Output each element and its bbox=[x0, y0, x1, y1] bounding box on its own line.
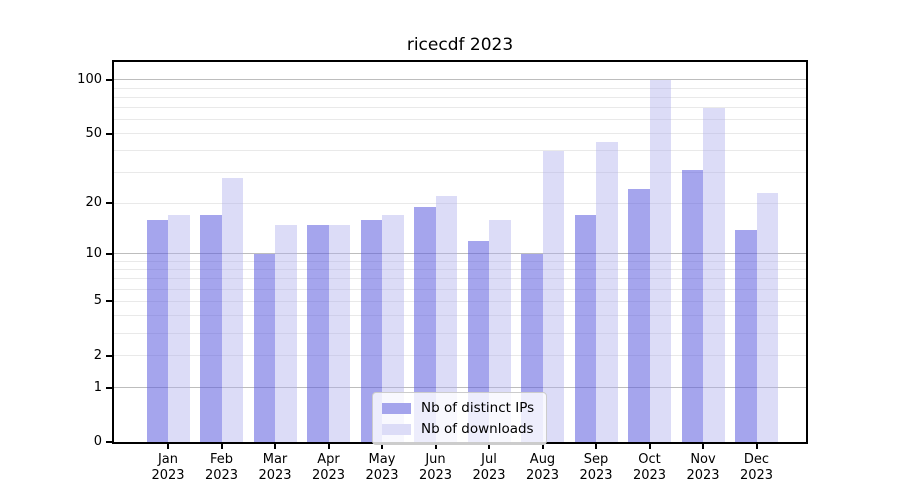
bar-may-nb-of-downloads bbox=[382, 215, 404, 442]
bar-jan-nb-of-downloads bbox=[168, 215, 190, 442]
y-tick-mark bbox=[106, 300, 112, 303]
bar-sep-nb-of-distinct-ips bbox=[574, 215, 596, 442]
major-gridline bbox=[114, 79, 806, 81]
y-tick-mark bbox=[106, 78, 112, 81]
minor-gridline bbox=[114, 278, 806, 280]
x-tick-label-feb: Feb 2023 bbox=[204, 452, 239, 483]
x-tick-label-apr: Apr 2023 bbox=[311, 452, 346, 483]
legend: Nb of distinct IPs Nb of downloads bbox=[372, 392, 548, 445]
bar-oct-nb-of-downloads bbox=[649, 79, 671, 442]
y-tick-label: 0 bbox=[93, 434, 102, 449]
y-tick-label: 5 bbox=[93, 293, 102, 309]
x-tick-label-jan: Jan 2023 bbox=[151, 452, 185, 483]
bar-may-nb-of-distinct-ips bbox=[360, 219, 382, 442]
y-tick-label: 2 bbox=[93, 347, 102, 363]
x-tick-mark bbox=[541, 444, 544, 449]
legend-swatch-distinct-ips bbox=[382, 402, 411, 414]
major-gridline bbox=[114, 253, 806, 255]
bar-nov-nb-of-downloads bbox=[703, 107, 725, 442]
bar-jun-nb-of-downloads bbox=[435, 196, 457, 442]
bar-jun-nb-of-distinct-ips bbox=[414, 207, 436, 442]
bar-nov-nb-of-distinct-ips bbox=[681, 170, 703, 442]
legend-item-distinct-ips: Nb of distinct IPs bbox=[382, 399, 534, 417]
y-tick-mark bbox=[106, 132, 112, 135]
bars-layer bbox=[114, 62, 806, 442]
minor-gridline bbox=[114, 288, 806, 290]
bar-apr-nb-of-downloads bbox=[328, 224, 350, 442]
x-tick-mark bbox=[648, 444, 651, 449]
minor-gridline bbox=[114, 119, 806, 121]
bar-jul-nb-of-downloads bbox=[489, 219, 511, 442]
x-tick-label-oct: Oct 2023 bbox=[632, 452, 667, 483]
y-tick-mark bbox=[106, 354, 112, 357]
minor-gridline bbox=[114, 260, 806, 262]
x-tick-label-mar: Mar 2023 bbox=[258, 452, 292, 483]
legend-swatch-downloads bbox=[382, 423, 411, 435]
bar-dec-nb-of-distinct-ips bbox=[735, 229, 757, 442]
minor-gridline bbox=[114, 202, 806, 204]
minor-gridline bbox=[114, 269, 806, 271]
legend-label-distinct-ips: Nb of distinct IPs bbox=[421, 400, 535, 416]
bar-feb-nb-of-distinct-ips bbox=[200, 215, 222, 442]
bar-sep-nb-of-downloads bbox=[596, 141, 618, 442]
y-tick-mark bbox=[106, 441, 112, 443]
minor-gridline bbox=[114, 150, 806, 152]
minor-gridline bbox=[114, 315, 806, 317]
x-tick-label-dec: Dec 2023 bbox=[739, 452, 774, 483]
minor-gridline bbox=[114, 133, 806, 135]
bar-oct-nb-of-distinct-ips bbox=[628, 189, 650, 442]
bar-feb-nb-of-downloads bbox=[221, 177, 243, 442]
y-tick-label: 1 bbox=[93, 379, 102, 395]
x-tick-mark bbox=[595, 444, 597, 449]
x-tick-mark bbox=[220, 444, 223, 449]
plot-area bbox=[112, 60, 808, 444]
bar-mar-nb-of-distinct-ips bbox=[253, 253, 275, 442]
x-tick-mark bbox=[434, 444, 437, 449]
legend-item-downloads: Nb of downloads bbox=[382, 420, 534, 438]
minor-gridline bbox=[114, 87, 806, 89]
x-tick-label-may: May 2023 bbox=[365, 452, 399, 483]
x-tick-label-jul: Jul 2023 bbox=[472, 452, 506, 483]
gridline-layer bbox=[114, 62, 806, 442]
x-tick-label-sep: Sep 2023 bbox=[579, 452, 613, 483]
y-tick-label: 100 bbox=[77, 71, 102, 87]
bar-aug-nb-of-downloads bbox=[542, 150, 564, 442]
x-tick-label-aug: Aug 2023 bbox=[525, 452, 560, 483]
x-tick-mark bbox=[702, 444, 704, 449]
x-tick-label-jun: Jun 2023 bbox=[418, 452, 453, 483]
y-tick-mark bbox=[106, 202, 112, 205]
x-tick-mark bbox=[755, 444, 758, 449]
minor-gridline bbox=[114, 172, 806, 174]
minor-gridline bbox=[114, 107, 806, 109]
y-tick-label: 10 bbox=[85, 245, 102, 261]
x-tick-mark bbox=[274, 444, 276, 449]
y-tick-mark bbox=[106, 386, 112, 389]
bar-mar-nb-of-downloads bbox=[275, 224, 297, 442]
bar-jul-nb-of-distinct-ips bbox=[467, 240, 489, 442]
minor-gridline bbox=[114, 332, 806, 334]
x-tick-label-nov: Nov 2023 bbox=[686, 452, 720, 483]
bar-dec-nb-of-downloads bbox=[756, 192, 778, 442]
x-tick-mark bbox=[488, 444, 490, 449]
minor-gridline bbox=[114, 355, 806, 357]
chart-title: ricecdf 2023 bbox=[406, 35, 514, 55]
bar-jan-nb-of-distinct-ips bbox=[146, 219, 168, 442]
y-tick-label: 20 bbox=[85, 195, 102, 211]
y-tick-label: 50 bbox=[85, 125, 102, 141]
y-tick-mark bbox=[106, 252, 112, 255]
legend-label-downloads: Nb of downloads bbox=[421, 421, 534, 437]
x-tick-mark bbox=[167, 444, 169, 449]
minor-gridline bbox=[114, 96, 806, 98]
minor-gridline bbox=[114, 300, 806, 302]
x-tick-mark bbox=[381, 444, 383, 449]
x-tick-mark bbox=[327, 444, 330, 449]
bar-apr-nb-of-distinct-ips bbox=[307, 224, 329, 442]
major-gridline bbox=[114, 387, 806, 389]
